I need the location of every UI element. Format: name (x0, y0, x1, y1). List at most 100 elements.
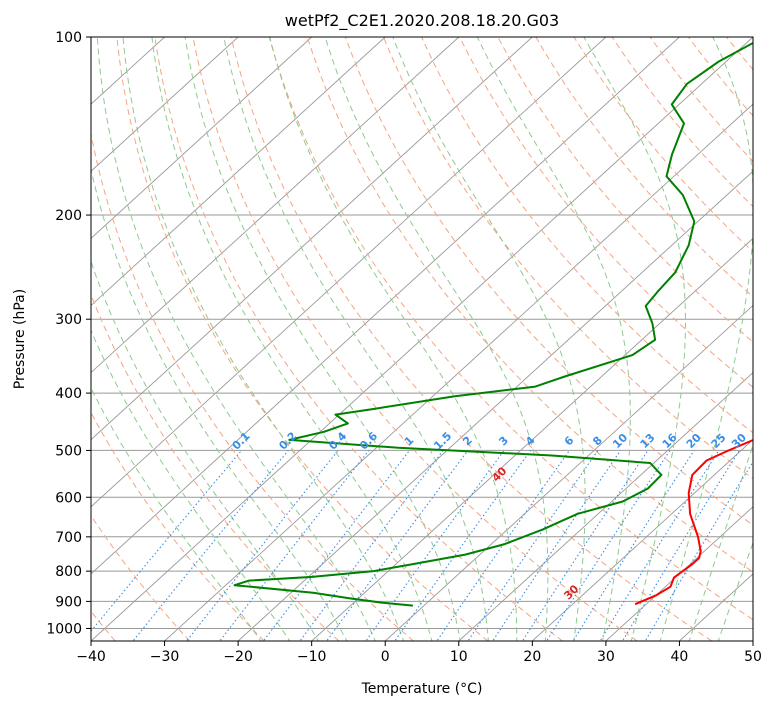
moist-adiabat-line (688, 443, 753, 641)
mixing-ratio-label: 2 (460, 434, 475, 449)
y-tick-label: 900 (55, 594, 82, 610)
isotherm-line (531, 439, 753, 641)
isotherm-line (91, 37, 313, 239)
mixing-ratio-label: 10 (610, 431, 630, 451)
isobar-grid (91, 37, 753, 629)
mixing-ratio-line (326, 450, 469, 641)
x-tick-label: 0 (381, 649, 390, 665)
mixing-ratio-line (219, 450, 370, 641)
dry-adiabat-line (383, 37, 753, 480)
dry-adiabat-line (230, 37, 713, 641)
isotherm-line (458, 371, 753, 641)
plot-frame (90, 36, 754, 642)
isotherm-line (91, 37, 239, 172)
isotherm-grid (91, 37, 753, 641)
moist-adiabat-line (96, 37, 376, 641)
mixing-ratio-line (262, 450, 410, 641)
dry-adiabat-line (459, 37, 753, 388)
x-tick-label: −10 (297, 649, 327, 665)
y-tick-label: 500 (55, 443, 82, 459)
mixing-ratio-line (365, 450, 505, 641)
mixing-ratio-label: 13 (638, 431, 658, 451)
mixing-ratio-label: 6 (562, 434, 577, 449)
mixing-ratio-label: 8 (590, 434, 605, 449)
y-tick-label: 100 (55, 30, 82, 46)
mixing-ratio-line (299, 450, 444, 641)
x-tick-label: −40 (76, 649, 106, 665)
x-axis-label: Temperature (°C) (361, 681, 483, 697)
dry-adiabat-line (91, 131, 414, 641)
y-axis: 100 200 300 400 500 600 700 800 900 1000 (46, 30, 91, 637)
isotherm-line (164, 103, 753, 641)
mixing-ratio-line (436, 450, 570, 641)
dry-adiabat-line (91, 411, 265, 641)
isotherm-line (384, 304, 753, 641)
y-tick-label: 700 (55, 530, 82, 546)
moist-adiabat-line (91, 386, 262, 641)
moist-adiabat-line (659, 37, 753, 641)
dry-adiabat-line (306, 37, 753, 573)
mixing-ratio-lines (91, 450, 753, 641)
x-axis: −40 −30 −20 −10 0 10 20 30 40 50 (76, 641, 762, 665)
mixing-ratio-line (599, 450, 720, 641)
dry-adiabat-line (91, 293, 340, 641)
isotherm-line (605, 506, 753, 641)
moist-adiabats (91, 37, 753, 641)
series-lines (233, 41, 753, 607)
x-tick-label: 30 (597, 649, 615, 665)
mixing-ratio-label: 0.1 (230, 430, 253, 453)
mixing-ratio-line (545, 450, 671, 641)
moist-adiabat-line (223, 37, 489, 641)
mixing-ratio-label: 16 (660, 431, 680, 451)
mixing-ratio-line (91, 450, 242, 632)
y-tick-label: 600 (55, 490, 82, 506)
y-tick-label: 800 (55, 564, 82, 580)
dry-adiabat-line (344, 37, 753, 526)
y-tick-label: 300 (55, 312, 82, 328)
isotherm-line (752, 640, 753, 641)
mixing-ratio-label: 0.6 (357, 429, 380, 452)
y-axis-label: Pressure (hPa) (12, 289, 28, 389)
mixing-ratio-label: 20 (684, 431, 704, 451)
moist-adiabat-line (583, 37, 686, 641)
dry-adiabat-line (535, 37, 753, 298)
x-tick-label: 20 (523, 649, 541, 665)
dry-adiabat-line (154, 37, 563, 641)
isotherm-line (91, 37, 753, 641)
moist-adiabat-line (91, 329, 291, 641)
y-tick-label: 200 (55, 208, 82, 224)
x-tick-label: 40 (671, 649, 689, 665)
mixing-ratio-label: 25 (709, 431, 729, 451)
mixing-ratio-line (621, 450, 740, 641)
moist-adiabat-line (91, 260, 320, 641)
mixing-ratio-line (185, 450, 339, 641)
moist-adiabat-line (476, 37, 631, 641)
mixing-ratio-line (572, 450, 695, 641)
chart-title: wetPf2_C2E1.2020.208.18.20.G03 (285, 11, 559, 31)
mixing-ratio-line (132, 450, 289, 641)
plot-area (91, 37, 775, 641)
y-tick-label: 400 (55, 386, 82, 402)
isotherm-line (237, 170, 753, 641)
isotherm-line (91, 37, 460, 374)
moist-adiabat-line (91, 166, 348, 641)
mixing-ratio-line (644, 460, 753, 641)
y-tick-label: 1000 (46, 621, 82, 637)
dry-adiabat-line (765, 37, 775, 641)
temperature-series-line (634, 438, 753, 606)
moist-adiabat-line (392, 37, 586, 641)
dry-adiabat-line (573, 37, 753, 253)
moist-adiabat-line (717, 541, 753, 641)
dry-adiabat-line (726, 37, 753, 71)
mixing-ratio-label: 3 (496, 434, 511, 449)
isotherm-line (91, 37, 386, 307)
mixing-ratio-label: 1 (402, 434, 417, 449)
mixing-ratio-line (467, 450, 599, 641)
isotherm-line (91, 37, 533, 441)
mixing-ratio-label: 0.4 (326, 429, 349, 452)
x-tick-label: 50 (744, 649, 762, 665)
dry-adiabat-line (116, 37, 489, 641)
moist-adiabat-line (324, 37, 549, 641)
dry-adiabat-line (611, 37, 753, 208)
